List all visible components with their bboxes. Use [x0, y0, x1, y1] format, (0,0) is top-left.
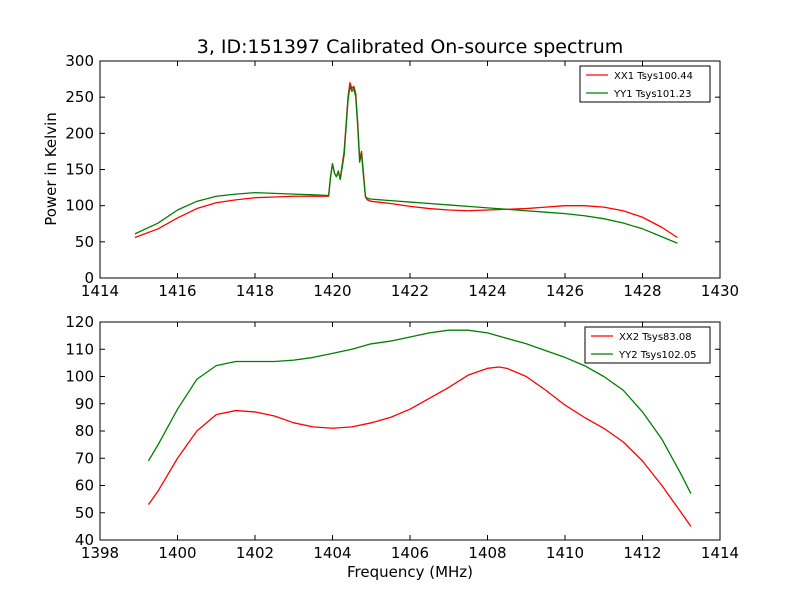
y-tick-label: 100: [65, 368, 94, 386]
y-tick-label: 250: [65, 88, 94, 106]
legend-box: [579, 65, 711, 103]
x-tick-label: 1402: [236, 544, 274, 562]
x-tick-label: 1404: [313, 544, 351, 562]
x-tick-label: 1428: [623, 282, 661, 300]
y-tick-label: 300: [65, 52, 94, 70]
x-tick-label: 1412: [623, 544, 661, 562]
legend-label: XX1 Tsys100.44: [614, 71, 693, 82]
y-tick-label: 90: [75, 395, 94, 413]
x-axis-label-bottom: Frequency (MHz): [347, 563, 473, 581]
y-tick-label: 0: [84, 269, 94, 287]
x-tick-label: 1414: [701, 544, 739, 562]
y-tick-label: 200: [65, 124, 94, 142]
series-line-red: [147, 366, 692, 527]
x-tick-label: 1398: [81, 544, 119, 562]
x-tick-label: 1410: [546, 544, 584, 562]
x-tick-label: 1418: [236, 282, 274, 300]
top-plot: 1414 1416 1418 1420 1422 1424 1426 1428 1430 0 50 1…: [65, 52, 739, 300]
x-tick-label: 1422: [391, 282, 429, 300]
x-tick-label: 1408: [468, 544, 506, 562]
legend-box: [584, 326, 711, 364]
x-tick-label: 1416: [158, 282, 196, 300]
legend: XX2 Tsys83.08 YY2 Tsys102.05: [584, 326, 711, 364]
legend-label: YY1 Tsys101.23: [613, 89, 692, 100]
y-tick-label: 60: [75, 477, 94, 495]
legend-label: XX2 Tsys83.08: [619, 332, 692, 343]
x-tick-label: 1424: [468, 282, 506, 300]
legend-label: YY2 Tsys102.05: [618, 350, 697, 361]
legend: XX1 Tsys100.44 YY1 Tsys101.23: [579, 65, 711, 103]
y-tick-label: 110: [65, 340, 94, 358]
series-line-green: [147, 329, 692, 494]
y-tick-label: 80: [75, 422, 94, 440]
y-tick-label: 150: [65, 161, 94, 179]
y-tick-label: 50: [75, 504, 94, 522]
x-tick-label: 1406: [391, 544, 429, 562]
x-tick-label: 1420: [313, 282, 351, 300]
y-axis-label-top: Power in Kelvin: [42, 112, 60, 226]
series-line-green: [134, 85, 678, 244]
y-tick-label: 120: [65, 313, 94, 331]
x-tick-label: 1426: [546, 282, 584, 300]
x-tick-label: 1414: [81, 282, 119, 300]
y-tick-label: 50: [75, 233, 94, 251]
chart-title: 3, ID:151397 Calibrated On-source spectr…: [197, 36, 624, 58]
y-tick-label: 70: [75, 449, 94, 467]
y-tick-label: 40: [75, 531, 94, 549]
x-tick-label: 1400: [158, 544, 196, 562]
x-tick-label: 1430: [701, 282, 739, 300]
bottom-plot: 1398 1400 1402 1404 1406 1408 1410 1412 1414 40 50…: [65, 313, 739, 562]
y-tick-label: 100: [65, 197, 94, 215]
